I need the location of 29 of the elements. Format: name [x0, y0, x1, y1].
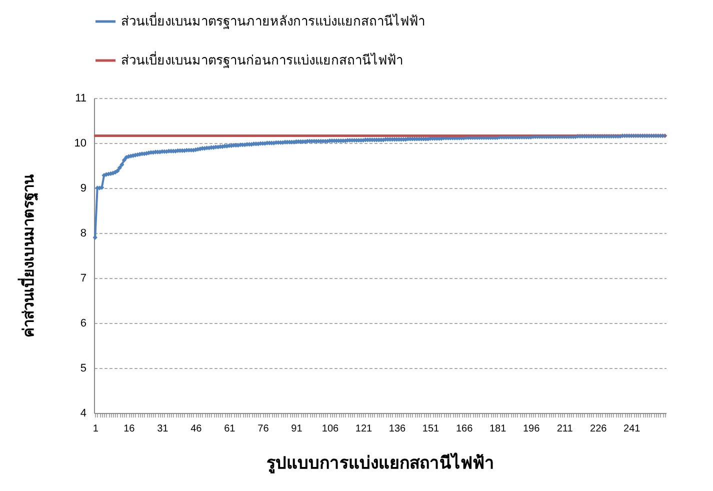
x-tick-label: 106 [322, 424, 340, 434]
x-tick-label: 151 [422, 424, 440, 434]
x-tick-label: 61 [224, 424, 236, 434]
legend-label: ส่วนเบี่ยงเบนมาตรฐานภายหลังการแบ่งแยกสถานีไฟฟ้า [121, 12, 425, 30]
x-tick-label: 121 [355, 424, 373, 434]
x-tick-label: 241 [624, 424, 641, 434]
y-tick-label: 6 [80, 318, 86, 330]
x-tick-label: 211 [556, 424, 574, 434]
y-tick-label: 9 [80, 182, 86, 194]
x-tick-label: 91 [291, 424, 303, 434]
x-tick-label: 76 [258, 424, 270, 434]
x-tick-label: 181 [489, 424, 507, 434]
x-tick-label: 226 [590, 424, 608, 434]
y-tick-label: 5 [80, 362, 86, 374]
y-tick-label: 8 [80, 228, 86, 240]
y-tick-label: 10 [74, 138, 86, 150]
x-tick-label: 31 [157, 424, 169, 434]
y-axis-title: ค่าส่วนเบี่ยงเบนมาตรฐาน [17, 174, 38, 338]
x-tick-label: 136 [388, 424, 406, 434]
x-axis-title: รูปแบบการแบ่งแยกสถานีไฟฟ้า [266, 452, 494, 474]
x-tick-label: 196 [522, 424, 540, 434]
y-tick-label: 11 [75, 92, 86, 104]
x-tick-label: 1 [92, 424, 99, 434]
x-tick-label: 166 [456, 424, 474, 434]
legend-label: ส่วนเบี่ยงเบนมาตรฐานก่อนการแบ่งแยกสถานีไฟฟ้า [121, 52, 403, 68]
x-tick-label: 46 [190, 424, 202, 434]
y-tick-label: 7 [80, 272, 86, 284]
x-tick-label: 16 [124, 424, 136, 434]
y-tick-label: 4 [80, 408, 86, 420]
